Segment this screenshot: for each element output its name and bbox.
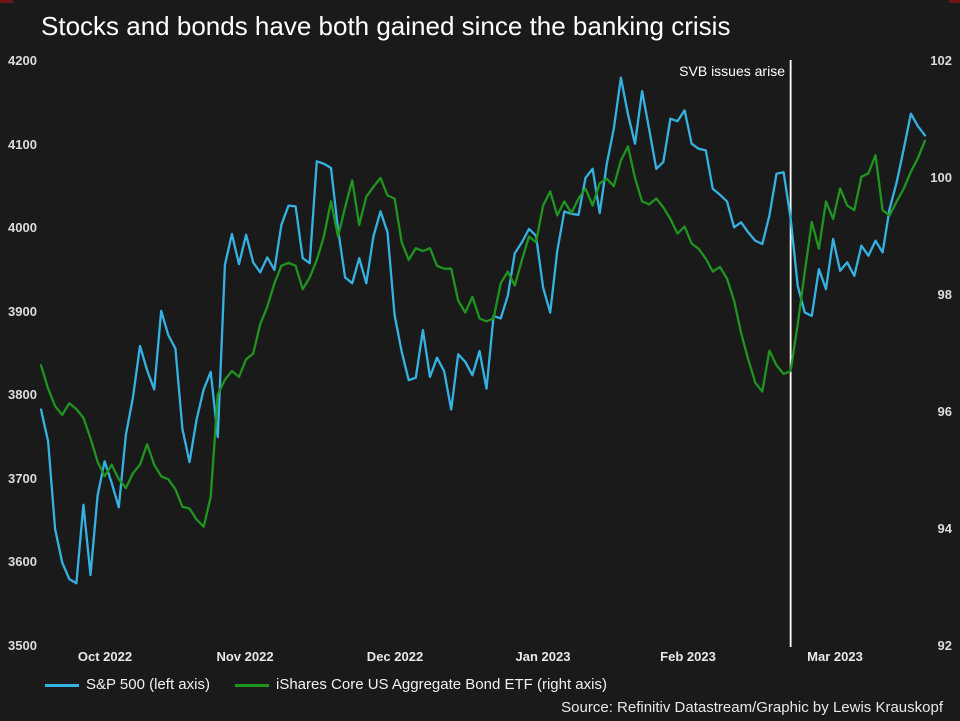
left-axis-tick: 3900 [8, 303, 37, 319]
right-axis-tick: 96 [937, 404, 952, 419]
left-axis-tick: 3800 [8, 387, 37, 403]
bond-legend-label: iShares Core US Aggregate Bond ETF (righ… [276, 676, 607, 693]
bond-legend-swatch [235, 684, 269, 687]
sp500-legend-label: S&P 500 (left axis) [86, 676, 210, 693]
bond-etf-line [39, 139, 927, 528]
corner-mark-left [0, 0, 13, 3]
left-axis-tick: 4000 [8, 220, 37, 236]
left-axis-tick: 3600 [8, 554, 37, 570]
x-axis-tick: Mar 2023 [807, 649, 863, 664]
x-axis-tick: Nov 2022 [216, 649, 274, 664]
right-axis-tick: 94 [937, 521, 952, 536]
sp500-line [39, 76, 927, 585]
svb-annotation-label: SVB issues arise [679, 63, 785, 79]
chart-title: Stocks and bonds have both gained since … [41, 11, 731, 41]
source-credit: Source: Refinitiv Datastream/Graphic by … [561, 699, 943, 716]
right-axis-tick: 98 [937, 287, 952, 302]
x-axis-tick: Jan 2023 [515, 649, 571, 664]
corner-mark-right [949, 0, 960, 3]
x-axis-tick: Oct 2022 [77, 649, 133, 664]
left-axis-tick: 3700 [8, 470, 37, 486]
right-axis-tick: 102 [930, 53, 952, 68]
left-axis-tick: 4100 [8, 136, 37, 152]
x-axis-tick: Feb 2023 [660, 649, 716, 664]
right-axis-tick: 92 [937, 638, 952, 653]
right-axis-tick: 100 [930, 170, 952, 185]
sp500-legend-swatch [45, 684, 79, 687]
left-axis-tick: 4200 [8, 53, 37, 68]
x-axis-tick: Dec 2022 [366, 649, 424, 664]
left-axis-tick: 3500 [8, 638, 37, 653]
legend: S&P 500 (left axis) iShares Core US Aggr… [0, 676, 960, 696]
